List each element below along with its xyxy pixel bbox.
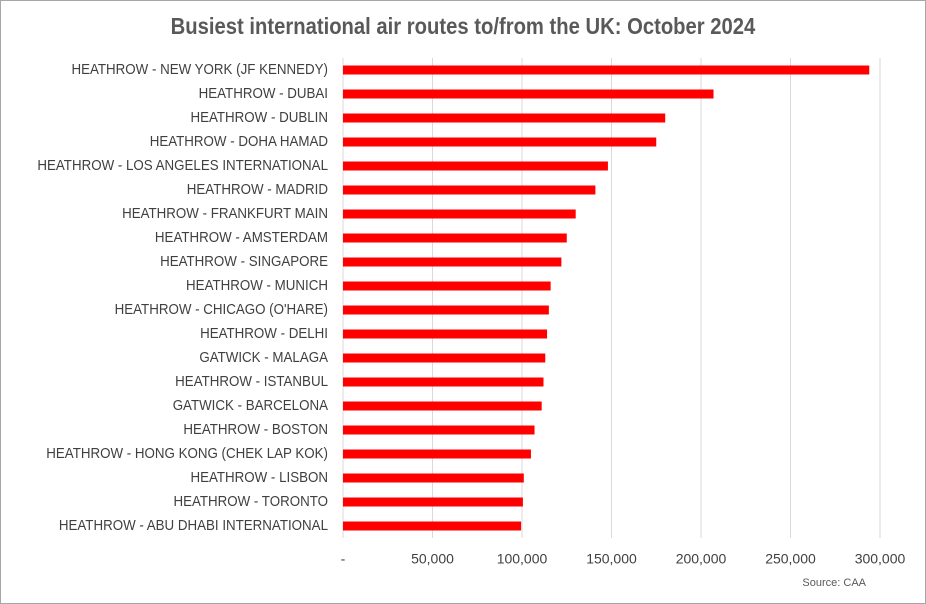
y-tick-label: HEATHROW - HONG KONG (CHEK LAP KOK) [46, 444, 328, 461]
bar [343, 209, 576, 219]
x-tick-label: 150,000 [586, 551, 637, 567]
x-tick-label: 250,000 [765, 551, 816, 567]
bar [343, 257, 562, 267]
bar [343, 161, 608, 171]
y-tick-label: HEATHROW - DUBLIN [190, 108, 328, 125]
bar [343, 377, 544, 387]
y-tick-label: HEATHROW - BOSTON [183, 420, 328, 437]
y-tick-label: GATWICK - MALAGA [199, 348, 328, 365]
y-tick-label: HEATHROW - LOS ANGELES INTERNATIONAL [37, 156, 328, 173]
y-tick-label: HEATHROW - FRANKFURT MAIN [122, 204, 328, 221]
y-tick-label: HEATHROW - NEW YORK (JF KENNEDY) [72, 60, 328, 77]
bar [343, 329, 548, 339]
bar [343, 521, 522, 531]
y-tick-label: HEATHROW - TORONTO [173, 492, 328, 509]
bar [343, 353, 546, 363]
x-tick-label: 300,000 [855, 551, 906, 567]
y-tick-label: HEATHROW - SINGAPORE [160, 252, 328, 269]
y-tick-label: HEATHROW - MUNICH [186, 276, 328, 293]
chart-title: Busiest international air routes to/from… [171, 13, 756, 40]
bar [343, 425, 535, 435]
x-tick-label: 200,000 [676, 551, 727, 567]
bar [343, 473, 524, 483]
y-tick-label: HEATHROW - DOHA HAMAD [150, 132, 328, 149]
x-tick-label: 100,000 [497, 551, 548, 567]
bar [343, 233, 567, 243]
bar [343, 113, 666, 123]
y-tick-label: HEATHROW - CHICAGO (O'HARE) [115, 300, 328, 317]
bar [343, 305, 549, 315]
bar [343, 137, 657, 147]
y-tick-label: GATWICK - BARCELONA [173, 396, 329, 413]
bar [343, 185, 596, 195]
bar [343, 65, 870, 75]
x-tick-label: 50,000 [411, 551, 454, 567]
bar [343, 497, 523, 507]
bar [343, 401, 542, 411]
y-tick-label: HEATHROW - DUBAI [199, 84, 328, 101]
x-tick-label: - [341, 551, 346, 567]
y-tick-label: HEATHROW - DELHI [200, 324, 328, 341]
bar [343, 281, 551, 291]
y-tick-label: HEATHROW - AMSTERDAM [155, 228, 328, 245]
y-tick-label: HEATHROW - MADRID [187, 180, 328, 197]
bar [343, 89, 714, 99]
y-tick-label: HEATHROW - ABU DHABI INTERNATIONAL [59, 516, 328, 533]
y-tick-label: HEATHROW - LISBON [190, 468, 328, 485]
y-tick-label: HEATHROW - ISTANBUL [175, 372, 328, 389]
bar [343, 449, 531, 459]
source-note: Source: CAA [802, 577, 866, 589]
